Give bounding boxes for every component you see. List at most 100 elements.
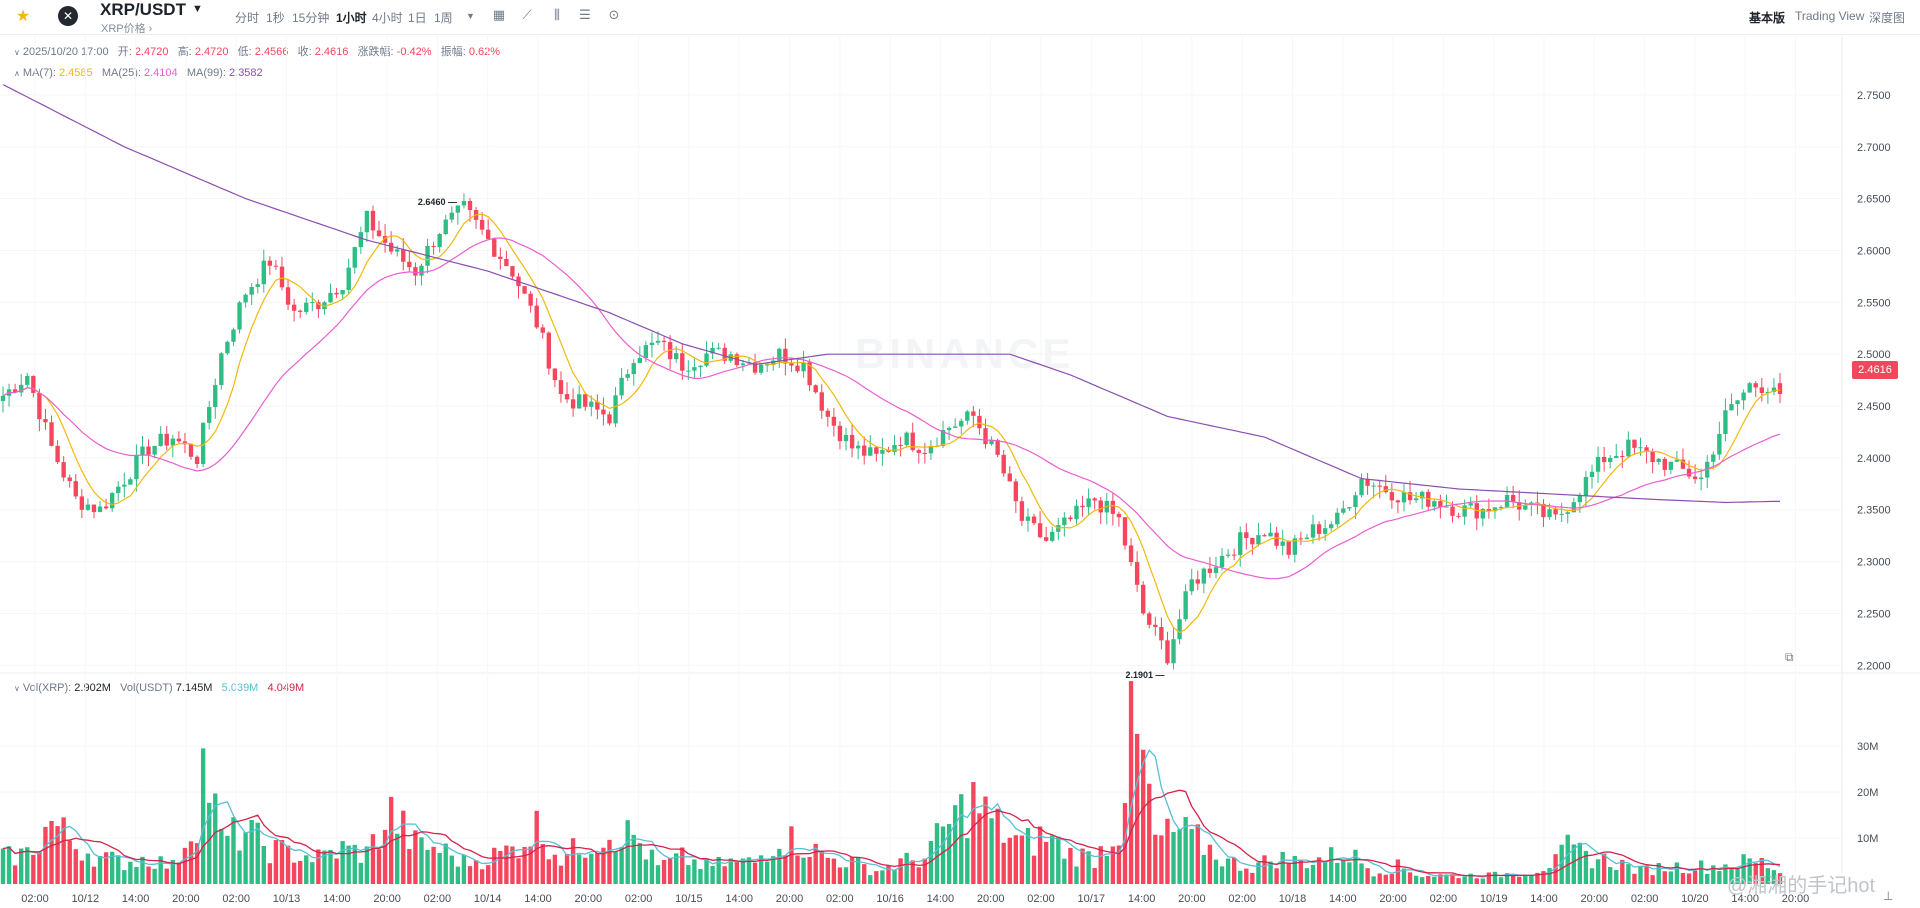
interval-15m[interactable]: 15分钟	[292, 11, 330, 25]
candle-body	[1456, 515, 1461, 517]
volume-bar	[1165, 818, 1170, 884]
time-tick-label: 10/13	[273, 893, 301, 905]
candle-body	[358, 232, 364, 248]
candle-body	[1450, 506, 1455, 516]
price-chart[interactable]: 2.7500 2.7000 2.6500 2.6000 2.5500 2.5000 2.45…	[0, 34, 1920, 908]
candle	[813, 384, 818, 394]
candle	[1153, 616, 1158, 636]
candle	[1244, 523, 1249, 550]
candle	[1043, 526, 1049, 542]
volume-bar	[1650, 875, 1655, 884]
candle-body	[1043, 537, 1049, 541]
price-tick-label: 2.7500	[1857, 90, 1891, 102]
candle-body	[1747, 383, 1752, 393]
candle-body	[819, 392, 824, 411]
candle	[61, 456, 66, 482]
volume-bar	[1468, 873, 1473, 884]
volume-bar	[764, 861, 770, 884]
candle	[31, 375, 36, 398]
interval-time[interactable]: 分时	[235, 11, 260, 25]
candle	[959, 418, 964, 435]
time-tick-label: 14:00	[927, 893, 955, 905]
candle	[1668, 461, 1674, 475]
volume-bar	[1698, 860, 1704, 884]
candle-body	[1510, 495, 1516, 503]
candle	[1626, 431, 1631, 458]
volume-bar	[977, 813, 982, 884]
candle-body	[1553, 509, 1558, 515]
ma-collapse-chevron-icon[interactable]: ∧	[14, 69, 20, 78]
interval-1w[interactable]: 1周	[434, 11, 453, 25]
candle-body	[916, 450, 921, 453]
candle-body	[1565, 512, 1570, 514]
candle	[443, 214, 448, 236]
candle	[1474, 495, 1479, 531]
interval-1d[interactable]: 1日	[408, 11, 427, 25]
candle	[1389, 483, 1395, 509]
candle-body	[1468, 503, 1473, 506]
price-tick-label: 2.7000	[1857, 142, 1891, 154]
pair-dropdown-caret-icon[interactable]: ▼	[192, 3, 203, 15]
volume-bar	[1080, 848, 1085, 884]
candle	[249, 283, 254, 305]
reset-scale-icon[interactable]: ⊥	[1883, 889, 1894, 903]
candle-body	[1280, 541, 1285, 546]
volume-bar	[1735, 867, 1740, 884]
candle	[855, 440, 861, 460]
volume-bar	[73, 849, 78, 884]
candle-body	[1286, 541, 1291, 555]
volume-bar	[862, 864, 867, 884]
interval-4h[interactable]: 4小时	[372, 11, 403, 25]
volume-bar	[843, 867, 849, 884]
candle-body	[643, 345, 649, 359]
candle-body	[1559, 513, 1564, 515]
candle	[1747, 381, 1752, 393]
candle	[1735, 399, 1740, 416]
candle	[1183, 584, 1188, 622]
interval-1h[interactable]: 1小时	[336, 11, 367, 25]
volume-bar	[643, 859, 649, 884]
candle-type-icon[interactable]: ⫼	[554, 8, 560, 23]
pair-subtitle[interactable]: XRP价格 ›	[101, 23, 153, 35]
candle	[279, 256, 285, 291]
volume-bar	[1043, 841, 1049, 884]
line-chart-icon[interactable]: ⟋	[522, 8, 532, 23]
volume-bar	[455, 866, 461, 884]
volume-bar	[922, 858, 928, 884]
tab-depth[interactable]: 深度图	[1869, 11, 1906, 25]
more-intervals-chevron-icon[interactable]: ▼	[466, 11, 475, 21]
candle	[122, 472, 127, 498]
volume-bar	[152, 868, 157, 884]
candle	[1680, 448, 1686, 470]
candle	[97, 500, 103, 513]
candle	[1595, 446, 1601, 483]
vol-xrp-value: 2.902M	[74, 682, 111, 694]
candle-body	[1662, 458, 1667, 470]
volume-bar	[1262, 855, 1267, 884]
calendar-icon[interactable]: ▦	[492, 8, 506, 23]
tab-basic[interactable]: 基本版	[1749, 11, 1786, 25]
candle-body	[1377, 485, 1382, 487]
volume-bar	[273, 840, 279, 884]
settings-icon[interactable]: ⊙	[608, 8, 620, 23]
volume-bar	[1231, 857, 1237, 884]
screenshot-icon[interactable]: ⧉	[1785, 650, 1794, 664]
vol-collapse-chevron-icon[interactable]: ∨	[14, 684, 20, 693]
candle	[625, 369, 630, 381]
candle	[1159, 617, 1164, 650]
volume-bar	[1638, 865, 1643, 884]
ma25-line	[2, 237, 1781, 580]
favorite-star-icon[interactable]: ★	[15, 8, 31, 25]
indicator-settings-icon[interactable]: ☰	[579, 8, 591, 23]
volume-bar	[1759, 857, 1764, 884]
interval-1s[interactable]: 1秒	[266, 11, 285, 25]
volume-bar	[255, 822, 260, 884]
collapse-chevron-icon[interactable]: ∨	[14, 48, 20, 57]
pair-title[interactable]: XRP/USDT	[100, 0, 186, 19]
candle	[291, 298, 297, 322]
candle	[1304, 534, 1310, 540]
volume-tick-label: 30M	[1857, 741, 1878, 753]
volume-bar	[868, 875, 873, 884]
tab-tradingview[interactable]: Trading View	[1795, 9, 1865, 23]
time-tick-label: 14:00	[725, 893, 753, 905]
